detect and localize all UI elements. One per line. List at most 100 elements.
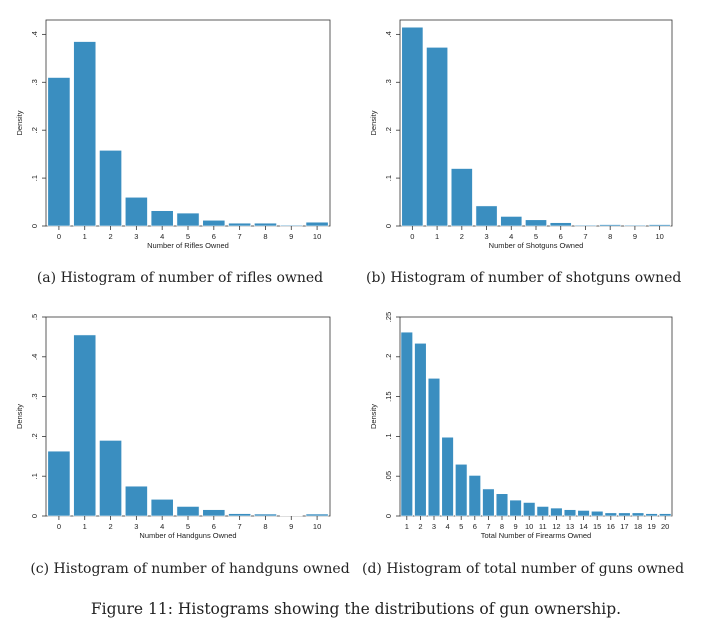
bar-3 [124,196,148,227]
bar-5 [176,506,200,517]
y-tick-label: .2 [30,127,39,133]
bar-5 [455,463,468,517]
y-tick-label: .05 [384,471,393,481]
x-tick-label: 0 [410,232,414,241]
y-tick-label: .2 [384,354,393,360]
x-tick-label: 17 [620,522,628,531]
bar-15 [591,510,604,517]
x-tick-label: 8 [500,522,504,531]
y-tick-label: .1 [384,175,393,181]
bar-2 [414,342,427,517]
y-tick-label: .4 [30,354,39,360]
bar-8 [254,222,277,227]
y-tick-label: .1 [30,473,39,479]
y-tick-label: .3 [384,79,393,85]
bar-16 [604,512,617,517]
x-tick-label: 7 [583,232,587,241]
bar-6 [202,509,226,517]
x-tick-label: 7 [486,522,490,531]
bar-4 [441,436,454,517]
bar-2 [450,168,473,227]
x-tick-label: 5 [534,232,538,241]
bar-10 [523,502,536,517]
x-tick-label: 6 [559,232,563,241]
x-tick-label: 15 [593,522,601,531]
y-tick-label: .3 [30,393,39,399]
x-tick-label: 10 [655,232,663,241]
x-tick-label: 0 [57,522,61,531]
x-tick-label: 7 [238,522,242,531]
bar-20 [659,513,672,517]
x-tick-label: 4 [160,232,164,241]
bar-8 [495,493,509,517]
x-tick-label: 4 [160,522,164,531]
x-tick-label: 9 [289,232,293,241]
x-tick-label: 2 [108,522,112,531]
x-tick-label: 5 [459,522,463,531]
x-tick-label: 3 [134,232,138,241]
bar-10 [305,221,329,227]
y-axis-label: Density [369,404,378,429]
x-tick-label: 3 [484,232,488,241]
y-tick-label: .4 [30,31,39,37]
bar-5 [176,212,200,227]
bar-7 [574,224,597,227]
bar-1 [73,41,97,227]
bar-4 [150,210,174,227]
x-tick-label: 9 [633,232,637,241]
histogram-total-guns: 1 2 3 4 5 6 7 8 9 10 11 12 13 14 15 16 17 18 19 200.05.1.15… [369,312,673,540]
x-tick-label: 12 [552,522,560,531]
bar-7 [482,488,495,517]
y-tick-label: 0 [384,514,393,518]
x-axis-label: Number of Rifles Owned [147,241,229,250]
bar-2 [99,440,122,517]
caption-a: (a) Histogram of number of rifles owned [36,270,324,286]
x-tick-label: 3 [134,522,138,531]
x-tick-label: 9 [289,522,293,531]
y-tick-label: 0 [384,224,393,228]
x-tick-label: 6 [212,522,216,531]
histogram-shotguns: 0 1 2 3 4 5 6 7 8 9 10 0 .1 .2 .3 .4 Number of Shotguns … [369,19,673,250]
x-tick-label: 0 [57,232,61,241]
bar-9 [509,499,522,517]
y-tick-label: 0 [30,224,39,228]
bar-6 [549,222,572,227]
x-tick-label: 20 [661,522,669,531]
bar-5 [525,219,547,227]
x-tick-label: 6 [212,232,216,241]
x-tick-label: 2 [108,232,112,241]
x-tick-label: 1 [405,522,409,531]
x-tick-label: 9 [514,522,518,531]
x-tick-label: 1 [83,522,87,531]
bar-19 [645,513,658,517]
x-axis-label: Number of Handguns Owned [139,531,236,540]
bar-0 [401,26,424,227]
y-tick-label: .2 [30,433,39,439]
bar-8 [599,224,622,227]
chart-panel-c: 0 1 2 3 4 5 6 7 8 9 10 0 .1 .2 .3 .4 .5 Number of Handgun… [0,305,356,550]
y-axis-label: Density [15,110,24,135]
chart-panel-d: 1 2 3 4 5 6 7 8 9 10 11 12 13 14 15 16 17 18 19 20 0.05.1.15… [356,305,712,550]
chart-panel-a: 0 1 2 3 4 5 6 7 8 9 10 0 .1 .2 .3 .4 Number of Rifles Ow… [0,0,356,260]
y-tick-label: 0 [30,514,39,518]
x-tick-label: 8 [263,522,267,531]
bar-2 [99,150,122,227]
x-tick-label: 3 [432,522,436,531]
bar-0 [47,77,71,227]
x-tick-label: 1 [83,232,87,241]
y-tick-label: .15 [384,391,393,401]
x-tick-label: 19 [647,522,655,531]
x-tick-label: 2 [460,232,464,241]
caption-d: (d) Histogram of total number of guns ow… [362,561,685,577]
x-tick-label: 2 [418,522,422,531]
figure-caption: Figure 11: Histograms showing the distri… [90,600,622,618]
y-axis-label: Density [369,110,378,135]
x-tick-label: 13 [566,522,574,531]
bar-13 [563,509,577,517]
chart-panel-b: 0 1 2 3 4 5 6 7 8 9 10 0 .1 .2 .3 .4 Number of Shotguns … [356,0,712,260]
y-axis-label: Density [15,404,24,429]
bar-3 [124,485,148,517]
histogram-rifles: 0 1 2 3 4 5 6 7 8 9 10 0 .1 .2 .3 .4 Number of Rifles Ow… [15,19,331,250]
bar-7 [228,513,252,517]
bar-10 [305,513,329,517]
